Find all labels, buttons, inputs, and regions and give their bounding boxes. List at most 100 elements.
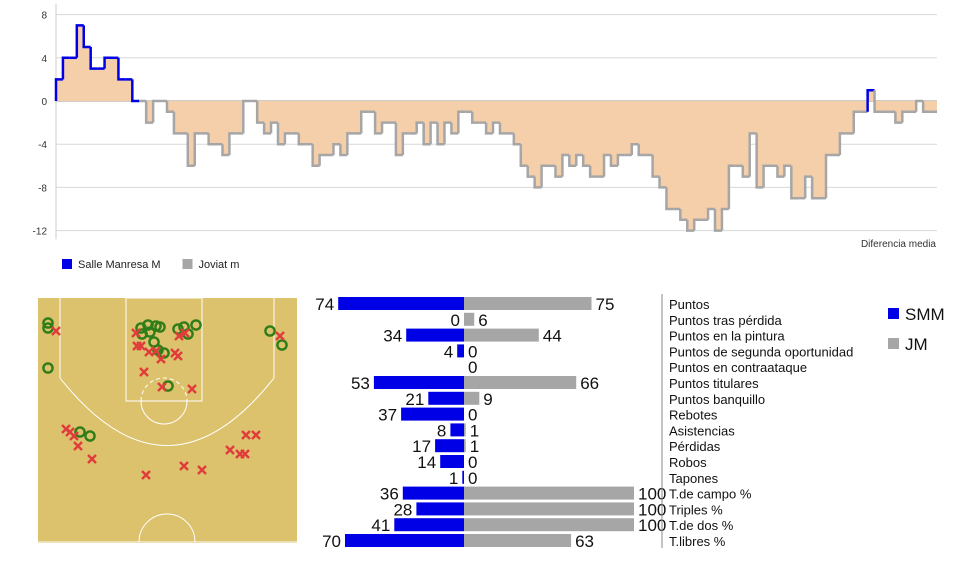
jm-value-label: 100 (638, 500, 666, 519)
step-segment (228, 132, 237, 155)
step-segment (921, 101, 931, 114)
step-segment (242, 99, 251, 134)
missed-shot (151, 346, 161, 356)
smm-bar (457, 344, 464, 358)
step-segment (75, 24, 84, 58)
made-shot (144, 326, 156, 338)
step-segment (790, 165, 799, 200)
step-segment (713, 209, 722, 232)
step-segment (741, 165, 750, 178)
step-segment (568, 155, 577, 168)
missed-shot (141, 470, 151, 480)
y-tick-label: -4 (38, 140, 47, 151)
step-segment (602, 153, 611, 177)
step-segment (679, 209, 688, 222)
step-segment (457, 110, 466, 134)
jm-bar (464, 297, 592, 310)
smm-value-label: 21 (405, 390, 424, 409)
step-segment (637, 144, 646, 157)
jm-bar (464, 534, 572, 547)
step-segment (866, 88, 875, 112)
step-segment (901, 110, 910, 123)
jm-value-label: 44 (543, 327, 562, 346)
jm-value-label: 0 (468, 342, 477, 361)
made-shot (42, 317, 54, 329)
legend-swatch (62, 259, 72, 269)
missed-shot (69, 431, 79, 441)
center-circle (138, 513, 196, 543)
jm-bar (464, 376, 577, 389)
category-label: Puntos de segunda oportunidad (669, 344, 853, 359)
step-segment (207, 133, 216, 146)
step-segment (436, 122, 445, 146)
smm-bar (450, 423, 464, 437)
jm-value-label: 100 (638, 485, 666, 504)
jm-bar (464, 518, 634, 532)
three-point-arc (59, 377, 275, 446)
jm-bar (464, 486, 634, 500)
step-segment (394, 122, 403, 157)
jm-value-label: 0 (468, 406, 477, 425)
step-segment (616, 153, 625, 166)
step-segment (144, 101, 154, 124)
step-segment (686, 219, 695, 232)
y-tick-label: -12 (33, 227, 48, 238)
legend-swatch (182, 259, 193, 269)
missed-shot (174, 331, 184, 341)
missed-shot (240, 449, 250, 459)
smm-bar (373, 376, 464, 389)
category-label: T.de dos % (669, 518, 734, 533)
step-segment (838, 132, 847, 155)
jm-value-label: 6 (478, 311, 487, 330)
category-label: Triples % (669, 502, 723, 517)
step-segment (401, 132, 410, 155)
missed-shot (139, 367, 149, 377)
step-segment (276, 122, 285, 146)
missed-shot (87, 454, 97, 464)
smm-value-label: 70 (322, 532, 341, 551)
smm-bar (416, 502, 464, 516)
step-segment (824, 153, 833, 199)
step-segment (61, 56, 70, 80)
category-label: Puntos (669, 297, 710, 312)
smm-bar (401, 407, 464, 421)
step-segment (512, 133, 521, 146)
step-segment (581, 155, 591, 168)
missed-shot (144, 347, 154, 357)
category-label: Puntos titulares (669, 376, 759, 391)
jm-value-label: 0 (468, 469, 477, 488)
jm-bar (464, 391, 480, 405)
smm-value-label: 17 (412, 437, 431, 456)
court-floor (38, 298, 297, 543)
smm-bar (345, 534, 464, 547)
step-segment (193, 132, 202, 166)
free-throw-circle (140, 400, 188, 425)
step-segment (803, 175, 813, 199)
made-shot (74, 426, 86, 438)
step-segment (470, 111, 480, 124)
score-difference-chart: 8 4 0 -4 -8 -12 Diferencia media Salle Manres… (33, 3, 937, 271)
step-segment (519, 144, 528, 168)
missed-shot (187, 384, 197, 394)
smm-value-label: 1 (449, 469, 458, 488)
smm-bar (402, 486, 464, 500)
step-segment (720, 207, 729, 231)
step-segment (82, 25, 91, 49)
step-segment (727, 164, 736, 209)
shots (42, 317, 288, 480)
step-segment (561, 153, 570, 177)
bar-legend-label: JM (905, 335, 928, 354)
smm-value-label: 34 (383, 327, 402, 346)
smm-bar (406, 328, 464, 342)
step-segment (575, 153, 584, 166)
smm-value-label: 53 (351, 374, 370, 393)
missed-shot (73, 441, 83, 451)
category-label: Puntos en contraataque (669, 360, 807, 375)
step-segment (422, 122, 431, 146)
jm-value-label: 1 (470, 437, 479, 456)
category-label: Asistencias (669, 423, 735, 438)
step-segment (914, 99, 924, 112)
step-segment (297, 133, 306, 146)
missed-shot (179, 461, 189, 471)
